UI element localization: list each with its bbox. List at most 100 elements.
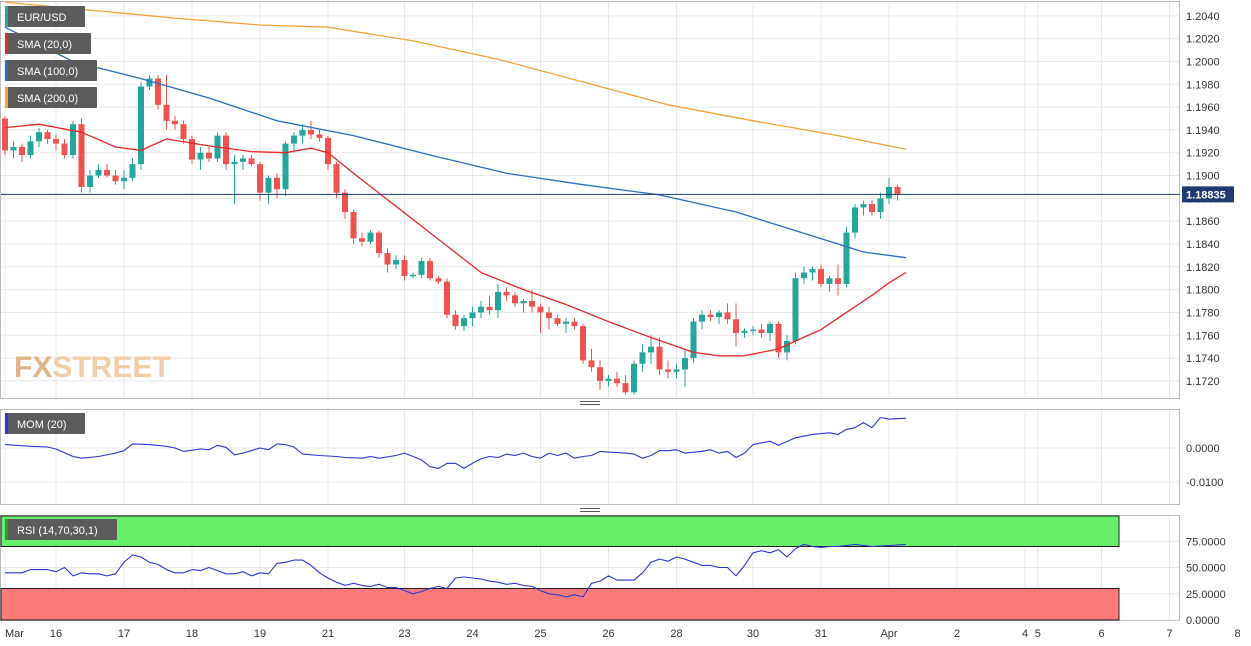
- date-tick-label: 28: [670, 628, 682, 640]
- candle: [410, 272, 416, 279]
- candle: [401, 255, 408, 281]
- date-tick-label: 31: [815, 628, 827, 640]
- candle: [146, 75, 153, 90]
- legends[interactable]: EUR/USD SMA (20,0) SMA (100,0) SMA (200,0) M…: [5, 6, 117, 540]
- candle: [860, 200, 867, 216]
- legend-mom[interactable]: MOM (20): [5, 413, 85, 434]
- candle: [155, 75, 161, 110]
- candle: [716, 310, 722, 324]
- candle: [639, 344, 646, 372]
- candle: [316, 129, 323, 142]
- date-tick-label: 30: [747, 628, 759, 640]
- candle: [291, 132, 297, 153]
- price-tick-label: 1.1900: [1186, 171, 1220, 183]
- candle: [469, 306, 476, 327]
- legend-pair-label: EUR/USD: [17, 12, 67, 24]
- date-tick-label: 4: [1022, 628, 1028, 640]
- watermark-street: STREET: [52, 351, 170, 384]
- date-tick-label: 5: [1035, 628, 1041, 640]
- legend-sma-100-label: SMA (100,0): [17, 66, 78, 78]
- candle: [852, 204, 858, 239]
- candle: [835, 264, 841, 296]
- fxstreet-watermark: FXSTREET: [14, 351, 171, 384]
- candle: [393, 255, 399, 270]
- candle: [886, 177, 892, 205]
- date-tick-label: 19: [254, 628, 266, 640]
- rsi-line: [5, 543, 907, 598]
- date-tick-label: Mar: [5, 628, 24, 640]
- candle: [10, 141, 17, 159]
- candle: [665, 360, 671, 379]
- candle: [265, 175, 272, 205]
- candle: [826, 275, 833, 292]
- legend-sma-100[interactable]: SMA (100,0): [5, 60, 97, 81]
- candle: [775, 321, 782, 359]
- candle: [240, 155, 246, 170]
- candle: [435, 275, 442, 284]
- candle: [53, 134, 59, 151]
- candle: [758, 323, 765, 338]
- current-price-label: 1.18835: [1186, 189, 1226, 201]
- sma-200-line: [4, 1, 907, 150]
- candle: [87, 169, 93, 193]
- rsi-tick-label: 0.0000: [1186, 615, 1220, 627]
- legend-sma-20[interactable]: SMA (20,0): [5, 33, 91, 54]
- legend-pair[interactable]: EUR/USD: [5, 6, 85, 27]
- candle: [427, 257, 433, 281]
- date-tick-label: 26: [602, 628, 614, 640]
- candle: [180, 120, 187, 144]
- legend-sma-200-label: SMA (200,0): [17, 93, 78, 105]
- candle: [163, 75, 170, 130]
- date-tick-label: 6: [1098, 628, 1104, 640]
- candle: [597, 360, 603, 391]
- price-tick-label: 1.1760: [1186, 330, 1220, 342]
- candle: [129, 158, 136, 182]
- candle: [231, 155, 238, 205]
- candle: [367, 230, 374, 244]
- candle: [418, 257, 425, 279]
- candle: [809, 266, 816, 281]
- legend-sma-20-label: SMA (20,0): [17, 39, 72, 51]
- candle: [121, 169, 127, 190]
- price-tick-label: 1.1980: [1186, 79, 1220, 91]
- candle: [282, 141, 289, 197]
- date-tick-label: 16: [50, 628, 62, 640]
- candle: [452, 310, 459, 330]
- candle: [206, 147, 212, 162]
- date-tick-label: 17: [118, 628, 130, 640]
- candle: [36, 127, 42, 148]
- candle: [580, 323, 586, 364]
- candle: [648, 335, 654, 364]
- panel-2: [0, 409, 1180, 505]
- candle: [112, 169, 119, 185]
- legend-sma-200[interactable]: SMA (200,0): [5, 87, 97, 108]
- candle: [333, 161, 340, 199]
- panel-splitter[interactable]: [580, 401, 600, 405]
- candle: [792, 272, 799, 345]
- date-tick-label: 7: [1166, 628, 1172, 640]
- candle: [784, 335, 790, 361]
- panel-splitter[interactable]: [580, 508, 600, 512]
- candle: [78, 118, 85, 193]
- candle: [656, 337, 663, 376]
- candle: [384, 248, 391, 273]
- candle: [699, 310, 705, 330]
- price-tick-label: 1.1820: [1186, 262, 1220, 274]
- price-tick-label: 1.1920: [1186, 148, 1220, 160]
- candle: [444, 278, 450, 319]
- candle: [571, 318, 578, 330]
- candle: [350, 209, 357, 244]
- candle: [512, 291, 518, 307]
- price-tick-label: 1.1960: [1186, 102, 1220, 114]
- price-tick-label: 1.1940: [1186, 125, 1220, 137]
- candle: [894, 184, 901, 201]
- candle: [61, 139, 68, 159]
- price-tick-label: 1.1740: [1186, 353, 1220, 365]
- legend-rsi[interactable]: RSI (14,70,30,1): [5, 519, 117, 540]
- candle: [503, 287, 510, 302]
- candle: [308, 120, 314, 140]
- candle: [138, 81, 144, 170]
- price-tick-label: 1.1720: [1186, 376, 1220, 388]
